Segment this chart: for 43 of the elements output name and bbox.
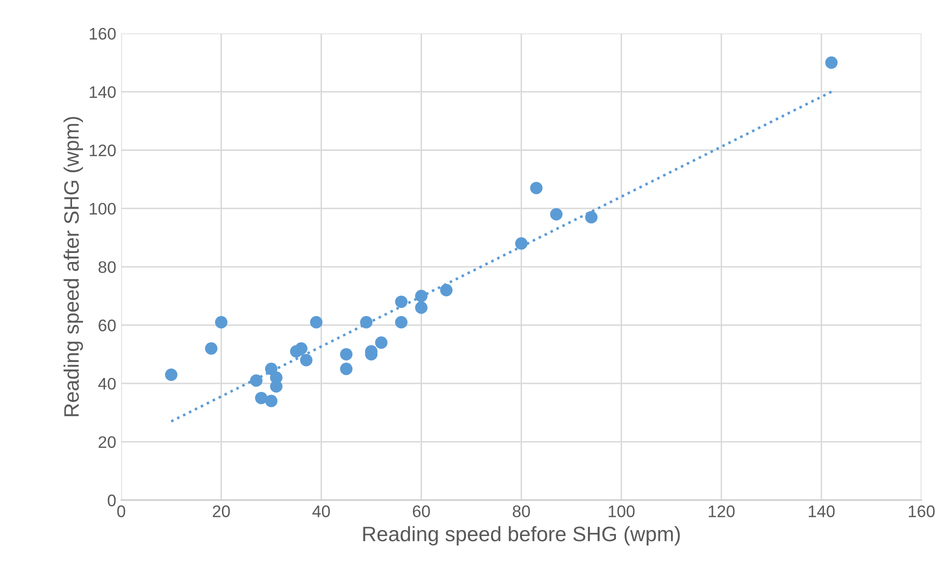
- point: [165, 368, 178, 381]
- x-axis-title: Reading speed before SHG (wpm): [363, 526, 680, 546]
- point: [440, 284, 453, 296]
- x-tick-label: 160: [908, 505, 935, 518]
- y-tick-label: 160: [90, 28, 116, 40]
- point: [340, 348, 352, 361]
- point: [415, 290, 428, 302]
- y-axis-title: Reading speed after SHG (wpm): [64, 116, 83, 416]
- point: [415, 301, 428, 314]
- point: [825, 56, 838, 69]
- point: [205, 342, 218, 355]
- point: [530, 182, 543, 194]
- y-tick-label: 40: [98, 378, 116, 390]
- point: [515, 237, 528, 250]
- y-tick-label: 80: [98, 261, 116, 273]
- point: [215, 316, 228, 328]
- y-tick-label: 120: [90, 144, 116, 156]
- point: [395, 316, 408, 328]
- x-tick-label: 100: [608, 505, 635, 518]
- point: [300, 354, 312, 366]
- point: [255, 392, 268, 404]
- point: [360, 316, 372, 328]
- point: [295, 342, 308, 355]
- y-tick-label: 100: [90, 202, 116, 215]
- y-tick-label: 140: [90, 86, 116, 98]
- x-tick-label: 0: [117, 505, 126, 518]
- x-tick-label: 120: [708, 505, 735, 518]
- point: [310, 316, 322, 328]
- point: [585, 210, 598, 224]
- x-tick-label: 80: [512, 505, 530, 518]
- y-tick-label: 60: [98, 320, 116, 332]
- y-tick-label: 20: [98, 436, 116, 448]
- point: [265, 394, 278, 408]
- x-tick-label: 140: [808, 505, 835, 518]
- point: [375, 336, 388, 349]
- y-tick-label: 0: [108, 494, 116, 506]
- x-tick-label: 20: [212, 505, 230, 518]
- x-tick-label: 40: [312, 505, 330, 518]
- point: [250, 374, 262, 387]
- x-tick-label: 60: [412, 505, 430, 518]
- point: [395, 296, 408, 308]
- point: [550, 208, 563, 221]
- point: [340, 362, 352, 376]
